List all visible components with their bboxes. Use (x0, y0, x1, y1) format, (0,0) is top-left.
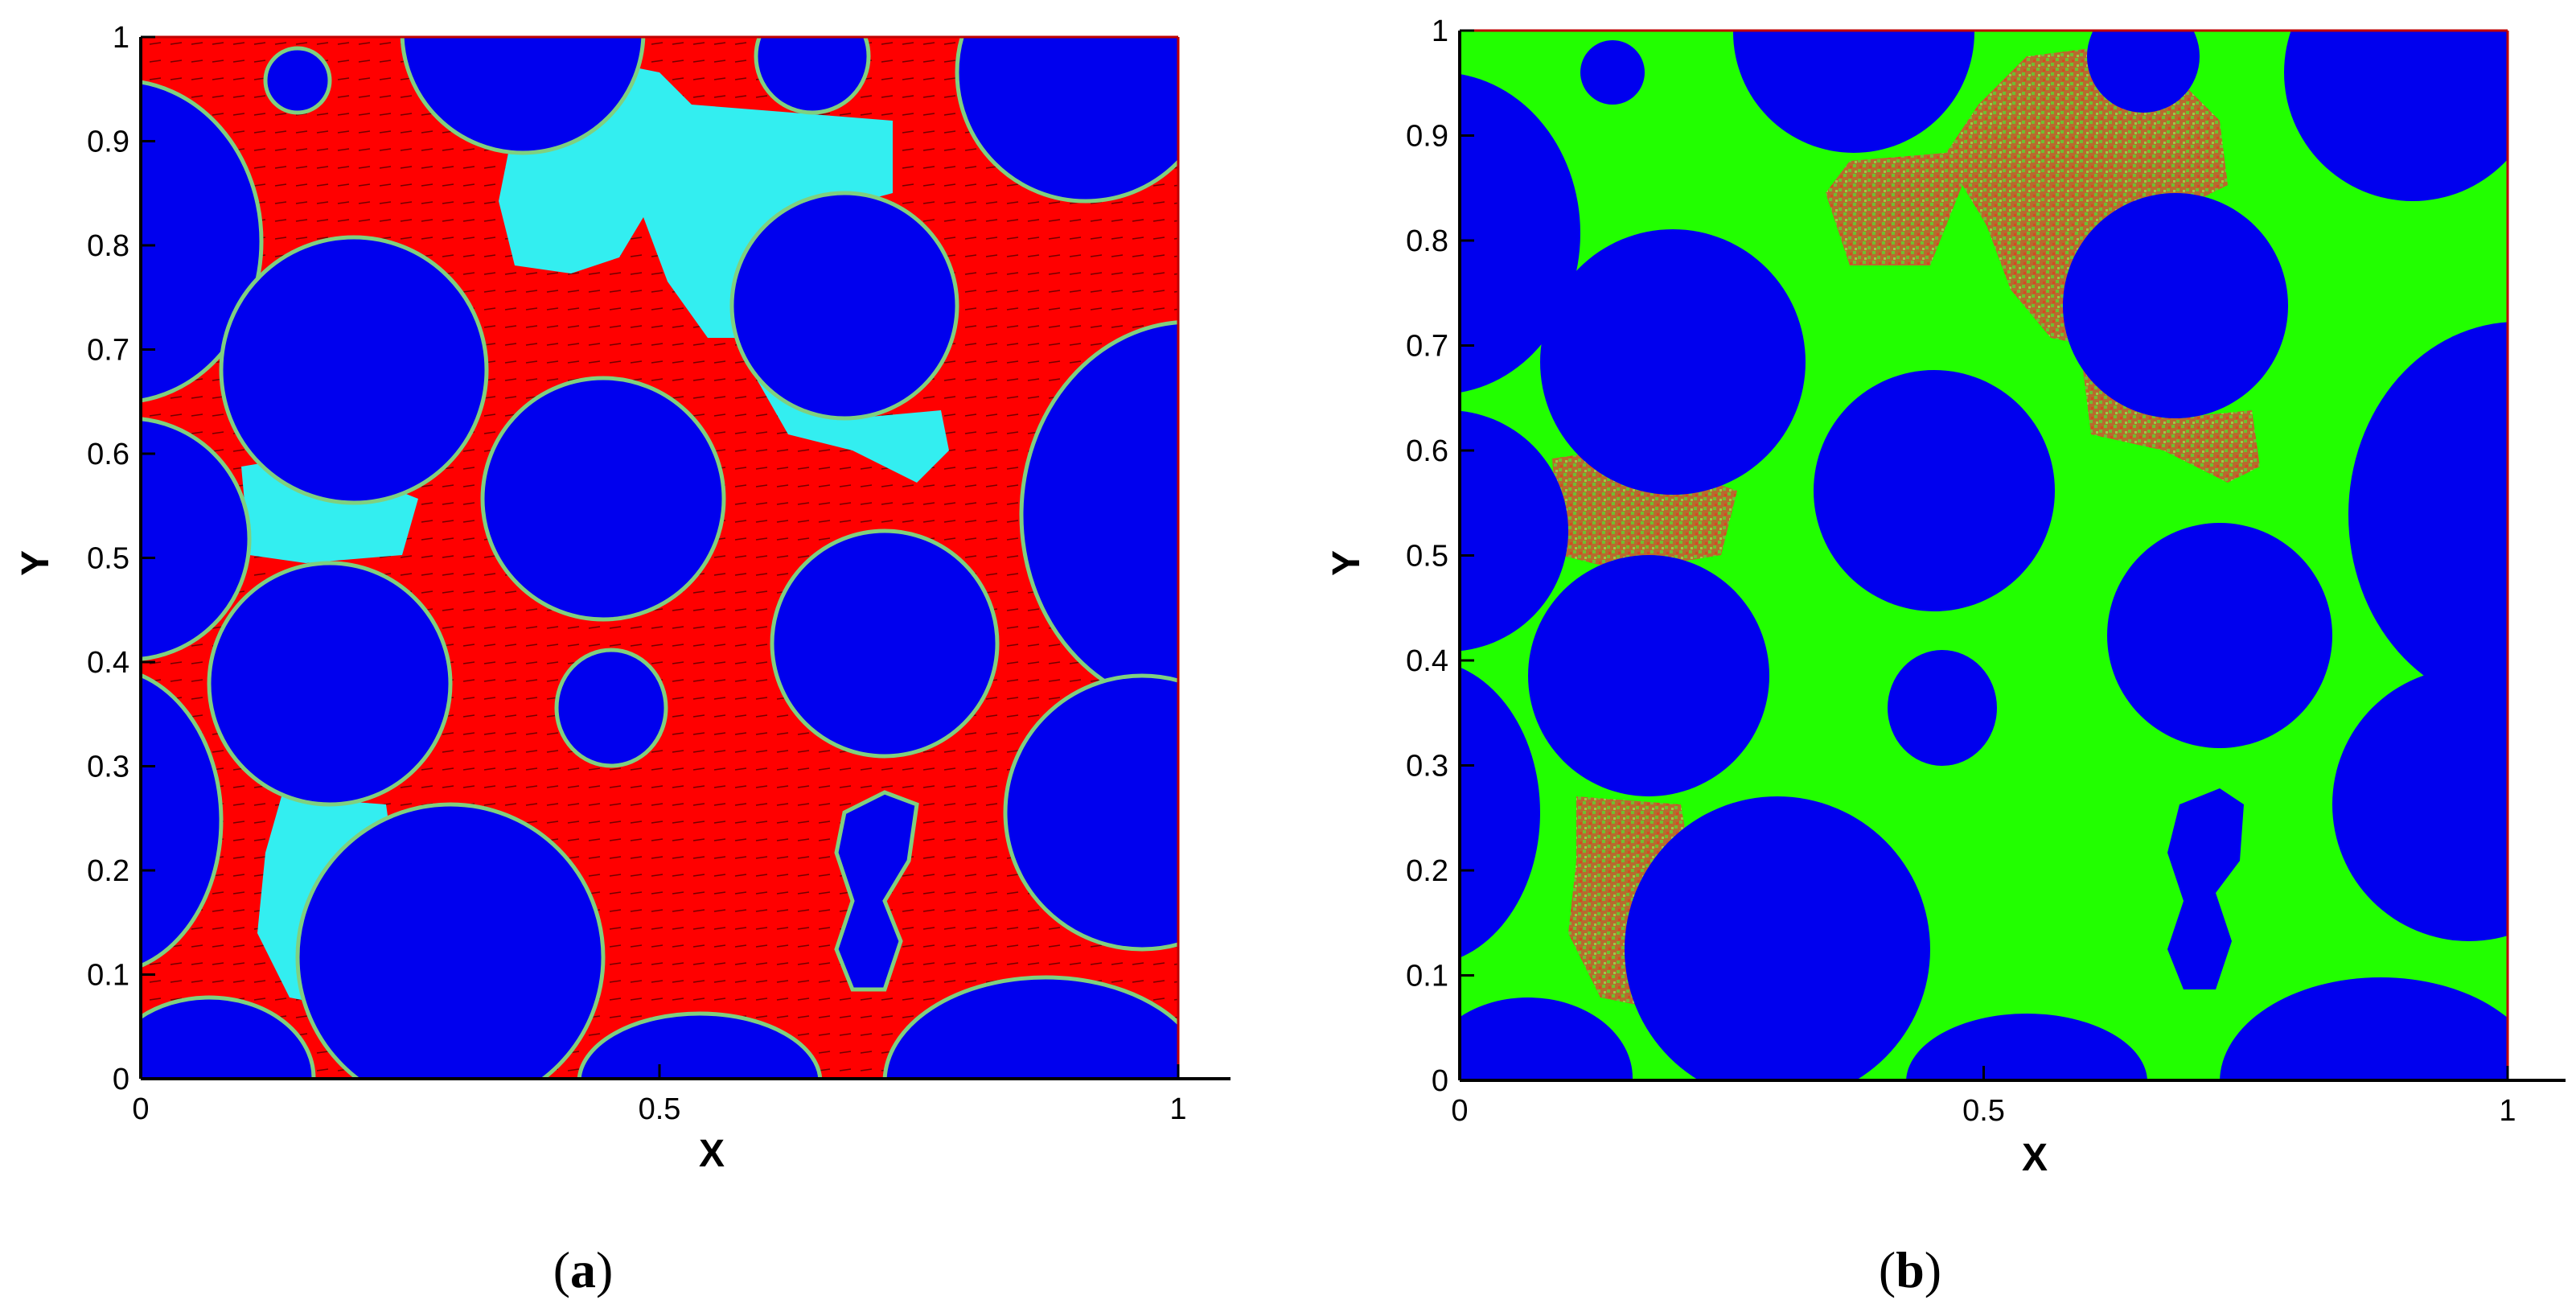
panel-a-x-ticks: 0 0.5 1 (132, 1064, 1187, 1126)
panel-a-field (141, 37, 1178, 1079)
panel-b-y-tick-label: 0 (1432, 1064, 1448, 1098)
panel-a-x-tick-label: 0.5 (639, 1092, 681, 1126)
panel-a-solid-grains (141, 37, 1178, 1079)
panel-a-y-tick-label: 0.2 (87, 854, 129, 888)
panel-b-solid-grains (1460, 31, 2508, 1080)
panel-b-y-tick-label: 0.8 (1406, 224, 1448, 258)
panel-b-y-ticks: 0 0.1 0.2 0.3 0.4 0.5 0.6 0.7 0.8 0.9 1 (1406, 14, 1474, 1098)
panel-b-x-tick-label: 1 (2499, 1094, 2516, 1128)
panel-b-y-tick-label: 1 (1432, 14, 1448, 48)
panel-a-plot: 00.10.20.30.40.50.60.70.80.91 0 0.5 1 X Y … (14, 21, 1230, 1298)
panel-a-y-axis-label: Y (14, 550, 57, 576)
panel-b-y-tick-label: 0.3 (1406, 750, 1448, 784)
panel-a-y-ticks: 0 0.1 0.2 0.3 0.4 0.5 0.6 0.7 0.8 0.9 1 (87, 21, 155, 1096)
panel-a-y-tick-label: 0.6 (87, 438, 129, 471)
panel-b-y-tick-label: 0.1 (1406, 960, 1448, 993)
panel-a-x-tick-label: 0 (132, 1092, 149, 1126)
panel-a-y-tick-label: 1 (113, 21, 129, 55)
panel-b-y-tick-label: 0.7 (1406, 330, 1448, 364)
panel-a-y-tick-label: 0.3 (87, 751, 129, 784)
panel-b-caption: (b) (1879, 1241, 1941, 1298)
panel-b-y-tick-label: 0.2 (1406, 854, 1448, 888)
panel-a-y-tick-label: 0 (113, 1063, 129, 1096)
panel-b-y-tick-label: 0.6 (1406, 434, 1448, 468)
panel-b-x-tick-label: 0 (1451, 1094, 1468, 1128)
panel-a-y-tick-label: 0.9 (87, 125, 129, 159)
panel-a-y-tick-label: 0.8 (87, 229, 129, 263)
panel-a-caption: (a) (553, 1241, 614, 1298)
panel-b-field (1460, 31, 2508, 1080)
panel-b-y-tick-label: 0.4 (1406, 644, 1448, 678)
panel-a-x-axis-label: X (699, 1133, 725, 1175)
panel-b-y-tick-label: 0.9 (1406, 120, 1448, 154)
panel-a-y-tick-label: 0.7 (87, 334, 129, 368)
panel-a-y-tick-label: 0.5 (87, 542, 129, 576)
panel-b-y-tick-label: 0.5 (1406, 540, 1448, 574)
panel-a-x-tick-label: 1 (1169, 1092, 1186, 1126)
panel-b-x-tick-label: 0.5 (1962, 1094, 2005, 1128)
panel-b-x-ticks: 0 0.5 1 (1451, 1066, 2516, 1128)
panel-a-y-tick-label: 0.1 (87, 959, 129, 993)
panel-b-y-axis-label: Y (1325, 550, 1368, 576)
panel-b-plot: 00.10.20.30.40.50.60.70.80.91 0 0.5 1 X Y … (1325, 14, 2566, 1298)
panel-a-y-tick-label: 0.4 (87, 646, 129, 680)
panel-b-x-axis-label: X (2022, 1137, 2048, 1179)
